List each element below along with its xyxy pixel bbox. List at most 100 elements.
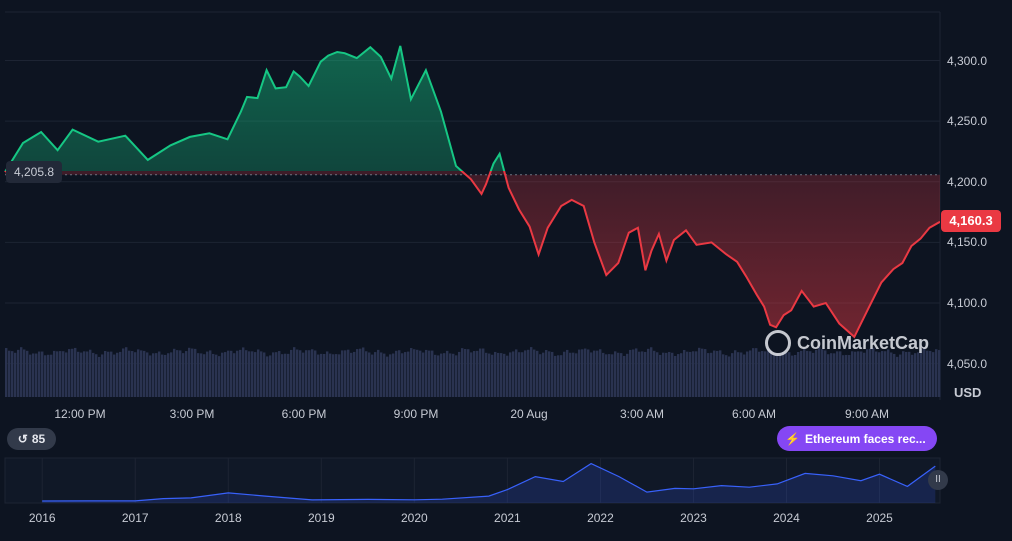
volume-bar [923, 347, 926, 397]
volume-bar [485, 352, 488, 397]
volume-bar [251, 351, 254, 397]
volume-bar [716, 350, 719, 397]
volume-bar [215, 354, 218, 397]
volume-bar [482, 348, 485, 397]
volume-bar [524, 350, 527, 397]
volume-bar [767, 348, 770, 397]
volume-bar [719, 350, 722, 397]
news-count-button[interactable]: ↺ 85 [7, 428, 56, 450]
volume-bar [731, 353, 734, 397]
overview-year-label: 2023 [680, 511, 707, 525]
volume-bar [776, 353, 779, 397]
volume-bar [119, 351, 122, 397]
volume-bar [257, 349, 260, 397]
volume-bar [464, 349, 467, 397]
volume-bar [380, 352, 383, 397]
volume-bar [383, 353, 386, 397]
volume-bar [128, 350, 131, 397]
pause-icon[interactable]: II [928, 470, 948, 490]
volume-bar [701, 348, 704, 397]
volume-bar [800, 350, 803, 397]
volume-bar [425, 349, 428, 397]
volume-bar [185, 351, 188, 397]
volume-bar [194, 348, 197, 397]
volume-bar [830, 353, 833, 397]
volume-bar [224, 352, 227, 397]
volume-bar [98, 356, 101, 397]
volume-bar [236, 350, 239, 397]
volume-bar [440, 353, 443, 397]
volume-bar [536, 350, 539, 397]
volume-bar [794, 354, 797, 397]
volume-bar [836, 351, 839, 397]
volume-bar [137, 349, 140, 397]
volume-bar [56, 351, 59, 397]
volume-bar [32, 353, 35, 397]
volume-bar [773, 352, 776, 397]
volume-bar [617, 352, 620, 397]
volume-bar [203, 354, 206, 397]
volume-bar [593, 350, 596, 397]
overview-year-label: 2019 [307, 511, 335, 525]
volume-bar [122, 348, 125, 397]
overview-year-label: 2017 [121, 511, 149, 525]
volume-bar [884, 351, 887, 397]
volume-bar [839, 351, 842, 397]
volume-bar [824, 350, 827, 397]
volume-bar [881, 351, 884, 397]
volume-bar [728, 356, 731, 397]
volume-bar [116, 352, 119, 397]
history-icon: ↺ [17, 432, 28, 446]
volume-bar [191, 348, 194, 397]
volume-bar [752, 348, 755, 397]
volume-bar [908, 351, 911, 397]
volume-bar [248, 351, 251, 397]
volume-bar [407, 351, 410, 397]
volume-bar [725, 355, 728, 397]
volume-bar [23, 349, 26, 397]
volume-bar [131, 351, 134, 397]
volume-bar [263, 352, 266, 397]
volume-bar [197, 353, 200, 397]
volume-bar [905, 351, 908, 397]
volume-bar [539, 354, 542, 397]
volume-bar [242, 347, 245, 397]
volume-bar [734, 350, 737, 397]
volume-bar [134, 352, 137, 397]
volume-bar [722, 354, 725, 397]
volume-bar [605, 354, 608, 397]
overview-line [42, 462, 936, 502]
volume-bar [761, 351, 764, 397]
overview-year-label: 2024 [773, 511, 800, 525]
volume-bar [791, 355, 794, 397]
volume-bar [737, 352, 740, 397]
volume-bar [875, 351, 878, 397]
volume-bar [404, 352, 407, 397]
volume-bar [287, 353, 290, 397]
volume-bar [83, 351, 86, 397]
volume-bar [650, 347, 653, 397]
volume-bar [860, 351, 863, 397]
volume-bar [812, 352, 815, 397]
volume-bar [458, 351, 461, 397]
volume-bars [5, 347, 941, 397]
volume-bar [770, 351, 773, 397]
volume-bar [8, 350, 11, 397]
volume-bar [41, 351, 44, 397]
news-headline-button[interactable]: ⚡ Ethereum faces rec... [777, 426, 937, 451]
volume-bar [671, 352, 674, 397]
volume-bar [815, 349, 818, 397]
volume-bar [272, 352, 275, 397]
volume-bar [488, 353, 491, 397]
volume-bar [146, 352, 149, 397]
volume-bar [173, 348, 176, 397]
volume-bar [320, 353, 323, 397]
volume-bar [206, 351, 209, 397]
volume-bar [746, 351, 749, 397]
overview-navigator[interactable] [4, 457, 941, 504]
volume-bar [782, 352, 785, 397]
volume-bar [935, 349, 938, 397]
x-tick-label: 3:00 AM [619, 407, 665, 421]
volume-bar [872, 347, 875, 397]
